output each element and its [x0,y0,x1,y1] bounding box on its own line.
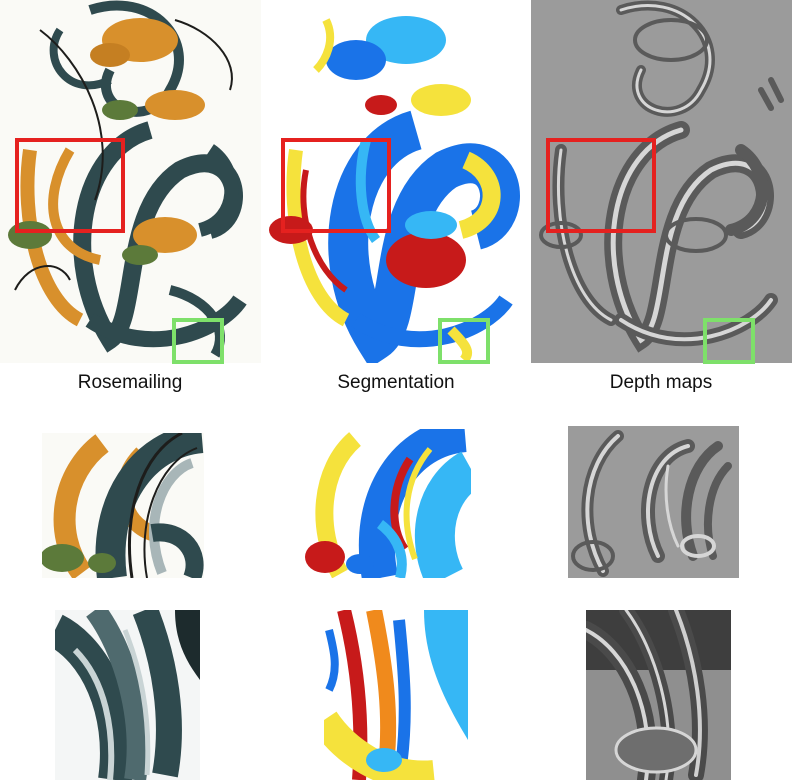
green-highlight-box [438,318,490,364]
segmentation-crop-red [305,429,471,578]
segmentation-crop-green [324,610,468,780]
red-highlight-box [281,138,391,233]
green-highlight-box [703,318,755,364]
rosemailing-crop-red [42,433,204,578]
red-highlight-box [546,138,656,233]
caption-depth-maps: Depth maps [609,372,713,393]
depth-map-image [531,0,792,363]
rosemailing-crop-green [55,610,200,780]
rosemailing-image [0,0,261,363]
segmentation-image [266,0,527,363]
red-highlight-box [15,138,125,233]
depth-map-crop-red [568,426,739,578]
caption-rosemailing: Rosemailing [77,372,183,393]
green-highlight-box [172,318,224,364]
caption-segmentation: Segmentation [337,372,455,393]
depth-map-crop-green [586,610,731,780]
